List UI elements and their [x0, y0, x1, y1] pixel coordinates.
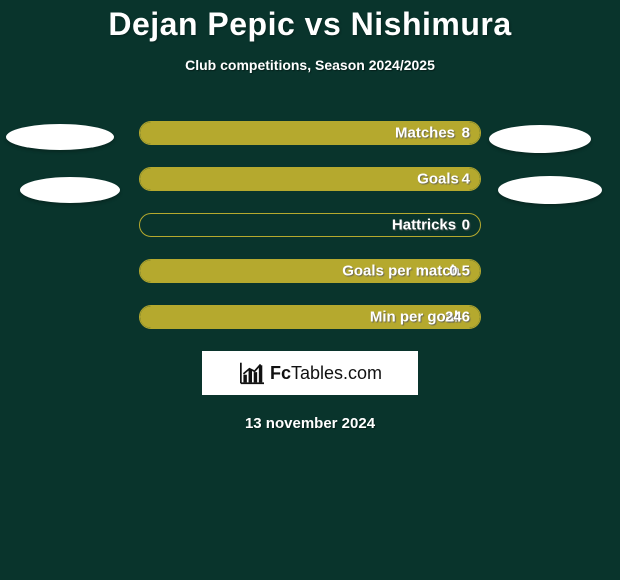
logo-text-strong: Fc [270, 363, 291, 383]
stat-bar-value: 0.5 [449, 263, 470, 280]
stat-bar-value: 0 [462, 217, 470, 234]
stat-bar-label: Goals per match [342, 263, 460, 280]
decorative-ellipse [498, 176, 602, 204]
decorative-ellipse [20, 177, 120, 203]
logo-box: FcTables.com [202, 351, 418, 395]
subtitle: Club competitions, Season 2024/2025 [0, 57, 620, 73]
logo-text: FcTables.com [270, 363, 382, 384]
stat-bar: Goals4 [139, 167, 481, 191]
stat-bar-label: Matches [395, 125, 455, 142]
bars-container: Matches 8 Goals4 Hattricks 0 Goals per match0… [139, 121, 481, 329]
date-text: 13 november 2024 [0, 415, 620, 432]
stat-bar-label: Goals [417, 171, 459, 188]
stat-bar: Min per goal246 [139, 305, 481, 329]
decorative-ellipse [6, 124, 114, 150]
page-title: Dejan Pepic vs Nishimura [0, 0, 620, 43]
stat-bar-value: 246 [445, 309, 470, 326]
stat-bar: Hattricks 0 [139, 213, 481, 237]
bar-chart-icon [238, 361, 266, 385]
logo-text-rest: Tables.com [291, 363, 382, 383]
stat-bar-value: 4 [462, 171, 470, 188]
stat-bar-value: 8 [462, 125, 470, 142]
decorative-ellipse [489, 125, 591, 153]
stat-bar: Goals per match0.5 [139, 259, 481, 283]
stat-bar: Matches 8 [139, 121, 481, 145]
stat-bar-label: Hattricks [392, 217, 456, 234]
